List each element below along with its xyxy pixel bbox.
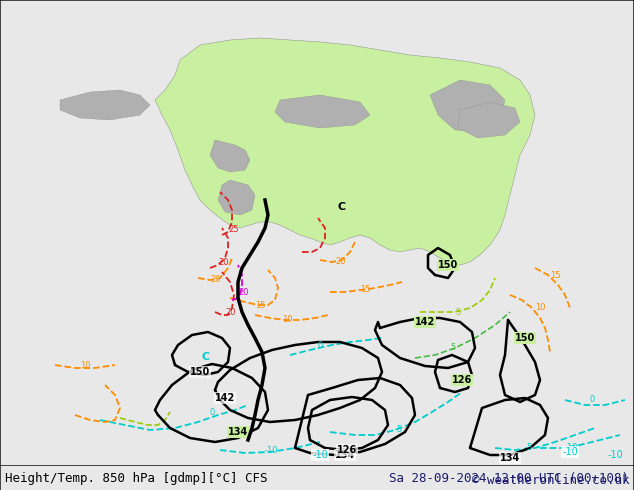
Text: -10: -10 bbox=[562, 447, 578, 457]
Text: -5: -5 bbox=[395, 425, 403, 434]
Text: 134: 134 bbox=[335, 450, 355, 460]
Text: 20: 20 bbox=[210, 275, 221, 284]
Text: 0: 0 bbox=[590, 395, 595, 404]
Text: 20: 20 bbox=[218, 258, 228, 267]
Text: 0: 0 bbox=[318, 341, 323, 350]
Text: 15: 15 bbox=[550, 271, 560, 280]
Text: -10: -10 bbox=[607, 450, 623, 460]
Text: 25: 25 bbox=[228, 225, 238, 234]
Text: 126: 126 bbox=[337, 445, 357, 455]
Text: 150: 150 bbox=[438, 260, 458, 270]
Polygon shape bbox=[210, 140, 250, 172]
Polygon shape bbox=[430, 80, 505, 132]
Polygon shape bbox=[218, 180, 255, 215]
Text: 15: 15 bbox=[255, 301, 266, 310]
Text: 5: 5 bbox=[450, 343, 455, 352]
Polygon shape bbox=[458, 102, 520, 138]
Text: 134: 134 bbox=[500, 453, 520, 463]
Text: Sa 28-09-2024 12:00 UTC (00+108): Sa 28-09-2024 12:00 UTC (00+108) bbox=[389, 471, 629, 485]
Text: 10: 10 bbox=[282, 315, 292, 324]
Text: 0: 0 bbox=[210, 408, 216, 417]
Text: -5: -5 bbox=[525, 443, 533, 452]
Text: 20: 20 bbox=[335, 257, 346, 266]
Text: C: C bbox=[202, 352, 210, 362]
Text: 5: 5 bbox=[455, 308, 460, 317]
Text: 142: 142 bbox=[215, 393, 235, 403]
Text: 150: 150 bbox=[190, 367, 210, 377]
Text: 134: 134 bbox=[228, 427, 248, 437]
Text: 20: 20 bbox=[238, 288, 249, 297]
Text: 20: 20 bbox=[225, 308, 235, 317]
Bar bbox=[0, 40, 634, 460]
Text: 10: 10 bbox=[535, 303, 545, 312]
Text: 150: 150 bbox=[515, 333, 535, 343]
Polygon shape bbox=[275, 95, 370, 128]
Text: 15: 15 bbox=[360, 285, 370, 294]
Text: 10: 10 bbox=[80, 361, 91, 370]
Text: -10: -10 bbox=[265, 446, 278, 455]
Polygon shape bbox=[155, 38, 535, 265]
Text: 126: 126 bbox=[452, 375, 472, 385]
Text: © weatheronline.co.uk: © weatheronline.co.uk bbox=[472, 474, 629, 487]
Polygon shape bbox=[60, 90, 150, 120]
Text: 142: 142 bbox=[415, 317, 435, 327]
Text: C: C bbox=[338, 202, 346, 212]
Text: -10: -10 bbox=[565, 443, 578, 452]
Text: Height/Temp. 850 hPa [gdmp][°C] CFS: Height/Temp. 850 hPa [gdmp][°C] CFS bbox=[5, 471, 268, 485]
Text: -10: -10 bbox=[312, 450, 328, 460]
